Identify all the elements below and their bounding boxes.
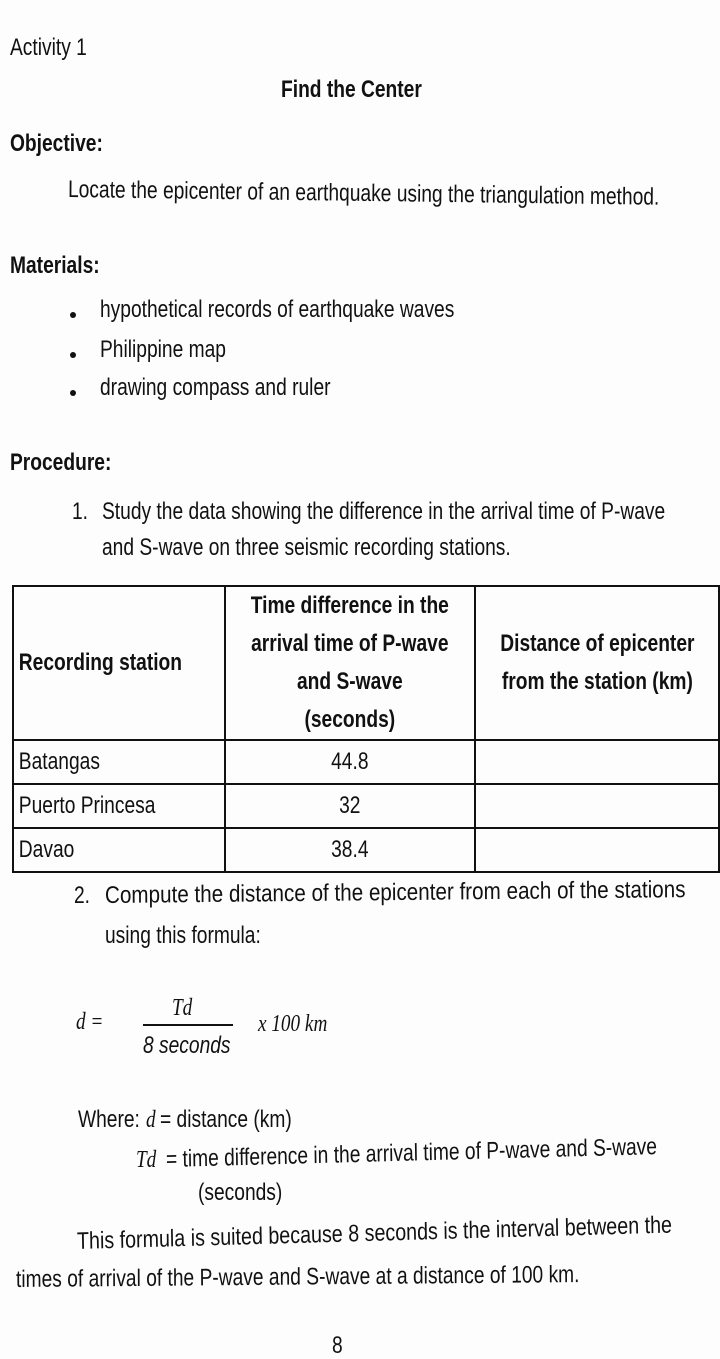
step1-line2: and S-wave on three seismic recording st… <box>102 534 511 561</box>
where-d-def: = distance (km) <box>160 1106 292 1133</box>
where-td-def: = time difference in the arrival time of… <box>165 1133 658 1173</box>
distance-cell <box>473 783 720 829</box>
materials-heading: Materials: <box>10 252 100 279</box>
header-time-line: Time difference in the <box>250 592 449 619</box>
formula-numerator: Td <box>172 995 193 1021</box>
table-row: Batangas 44.8 <box>11 739 720 785</box>
where-label: Where: <box>78 1106 140 1133</box>
bullet-icon <box>70 390 76 396</box>
page-title: Find the Center <box>281 76 422 103</box>
page-number: 8 <box>332 1332 343 1359</box>
step1-line1: Study the data showing the difference in… <box>102 498 666 525</box>
distance-cell <box>473 739 720 785</box>
station-name: Puerto Princesa <box>18 792 156 819</box>
table-row: Puerto Princesa 32 <box>11 783 720 829</box>
where-td-var: Td <box>136 1147 157 1173</box>
material-item: Philippine map <box>100 336 226 363</box>
station-name: Batangas <box>18 748 100 775</box>
procedure-heading: Procedure: <box>10 449 112 476</box>
distance-cell <box>473 827 720 873</box>
explanation-line1: This formula is suited because 8 seconds… <box>76 1211 673 1255</box>
step2-line2: using this formula: <box>105 922 261 949</box>
formula-multiplier: x 100 km <box>258 1011 328 1037</box>
station-name: Davao <box>18 836 75 863</box>
time-difference: 38.4 <box>331 836 369 863</box>
step2-line1: Compute the distance of the epicenter fr… <box>104 876 686 909</box>
header-time-line: and S-wave <box>297 668 403 695</box>
time-difference: 44.8 <box>331 748 369 775</box>
header-time-line: (seconds) <box>304 706 396 733</box>
formula-denominator: 8 seconds <box>143 1032 231 1059</box>
formula-lhs: d = <box>76 1009 104 1035</box>
header-station: Recording station <box>18 649 183 676</box>
objective-heading: Objective: <box>10 130 103 157</box>
station-data-table: Recording station Time difference in the… <box>11 585 720 873</box>
time-difference: 32 <box>339 792 361 819</box>
material-item: drawing compass and ruler <box>100 374 331 401</box>
header-distance-line: from the station (km) <box>501 668 693 695</box>
header-distance-line: Distance of epicenter <box>499 630 695 657</box>
bullet-icon <box>70 312 76 318</box>
step-number: 1. <box>72 498 89 525</box>
activity-label: Activity 1 <box>10 34 87 61</box>
bullet-icon <box>70 352 76 358</box>
material-item: hypothetical records of earthquake waves <box>100 296 455 323</box>
objective-text: Locate the epicenter of an earthquake us… <box>67 176 660 211</box>
explanation-line2: times of arrival of the P-wave and S-wav… <box>15 1261 580 1293</box>
step-number: 2. <box>74 882 91 909</box>
where-td-def2: (seconds) <box>198 1179 283 1206</box>
header-time-line: arrival time of P-wave <box>251 630 449 657</box>
fraction-bar <box>143 1024 233 1026</box>
table-row: Davao 38.4 <box>11 827 720 873</box>
where-d-var: d <box>146 1107 156 1133</box>
table-header-row: Recording station Time difference in the… <box>11 585 720 741</box>
